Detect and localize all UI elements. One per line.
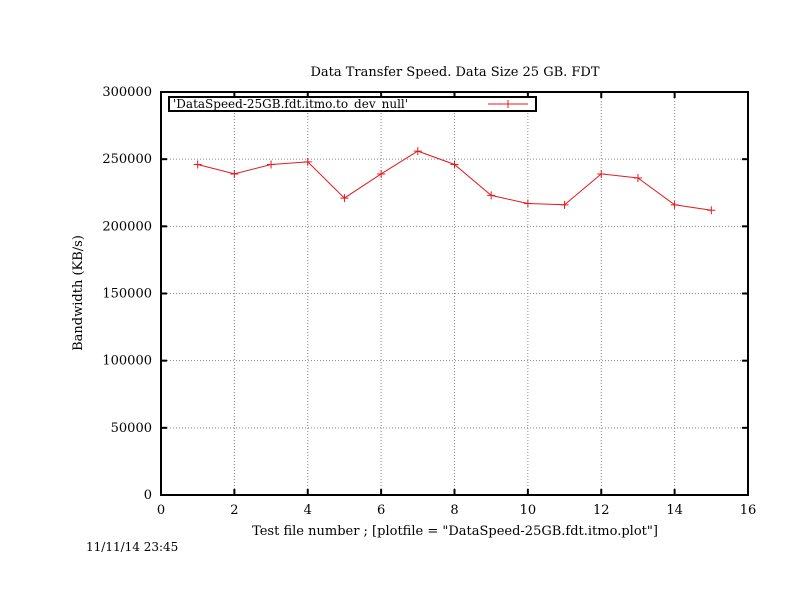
data-point (413, 147, 422, 156)
chart-title: Data Transfer Speed. Data Size 25 GB. FD… (310, 65, 599, 80)
y-tick-label: 300000 (102, 85, 152, 100)
y-tick-label: 150000 (102, 287, 152, 302)
y-tick-label: 250000 (102, 152, 152, 167)
data-point (487, 191, 496, 200)
axis-ticks: 0 2 4 6 8 10 12 14 16 0 50000 100000 150000 200000 250… (102, 85, 756, 518)
legend: 'DataSpeed-25GB.fdt.itmo.to_dev_null' (168, 96, 537, 112)
plot-area-border (160, 91, 749, 496)
y-axis-label: Bandwidth (KB/s) (71, 235, 86, 351)
y-tick-label: 100000 (102, 354, 152, 369)
data-point (560, 200, 569, 209)
x-tick-label: 8 (450, 503, 458, 518)
data-point (523, 199, 532, 208)
x-tick-label: 4 (304, 503, 312, 518)
series-layer (193, 147, 716, 215)
grid (161, 92, 748, 495)
series-line (197, 150, 712, 211)
data-point (707, 206, 716, 215)
data-point (670, 200, 679, 209)
data-point (450, 160, 459, 169)
data-point (597, 169, 606, 178)
y-tick-label: 50000 (111, 421, 152, 436)
legend-marker-sample (504, 100, 512, 108)
y-tick-label: 0 (144, 488, 152, 503)
legend-box (168, 96, 537, 112)
y-tick-label: 200000 (102, 219, 152, 234)
x-tick-label: 16 (740, 503, 757, 518)
data-point (230, 169, 239, 178)
x-tick-label: 6 (377, 503, 385, 518)
data-point (303, 157, 312, 166)
x-tick-label: 12 (593, 503, 610, 518)
x-tick-label: 2 (230, 503, 238, 518)
data-point (340, 194, 349, 203)
data-point (193, 160, 202, 169)
x-axis-label: Test file number ; [plotfile = "DataSpee… (252, 524, 658, 539)
data-point (633, 173, 642, 182)
timestamp: 11/11/14 23:45 (86, 540, 179, 554)
x-tick-label: 0 (157, 503, 165, 518)
x-tick-label: 10 (520, 503, 537, 518)
data-point (267, 160, 276, 169)
data-point (377, 169, 386, 178)
legend-label: 'DataSpeed-25GB.fdt.itmo.to_dev_null' (173, 97, 408, 111)
x-tick-label: 14 (666, 503, 683, 518)
